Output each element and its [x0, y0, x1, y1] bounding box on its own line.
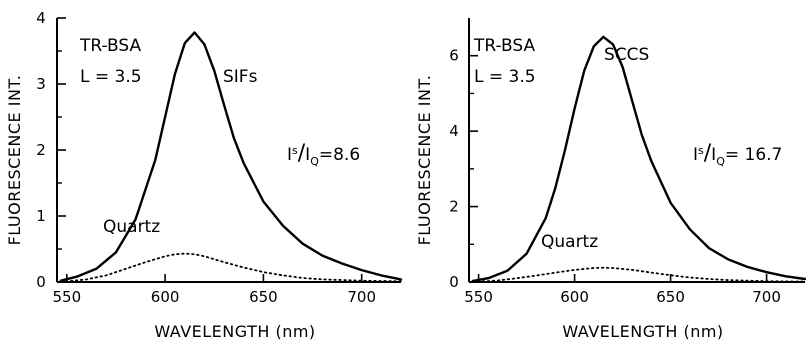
x-tick-label: 600 — [560, 288, 589, 306]
x-tick-label: 650 — [656, 288, 685, 306]
y-tick-label: 4 — [449, 122, 459, 140]
y-axis-title: FLUORESCENCE INT. — [415, 75, 434, 246]
annotation-reference: Quartz — [541, 232, 598, 252]
y-tick-label: 0 — [449, 273, 459, 291]
annotation-surface: SCCS — [604, 45, 649, 65]
y-axis-title: FLUORESCENCE INT. — [5, 75, 24, 246]
y-tick-label: 0 — [36, 273, 46, 291]
x-tick-label: 550 — [53, 288, 82, 306]
y-tick-label: 2 — [36, 141, 46, 159]
y-tick-label: 1 — [36, 207, 46, 225]
y-tick-label: 3 — [36, 75, 46, 93]
x-axis-title: WAVELENGTH (nm) — [562, 322, 723, 341]
annotation-reference: Quartz — [103, 217, 160, 237]
x-tick-label: 600 — [151, 288, 180, 306]
annotation-loading: L = 3.5 — [474, 67, 536, 87]
annotation-surface: SIFs — [223, 67, 258, 87]
panel-right: 550 600 650 700 0 2 4 6 WAVELENGTH (nm) FLUORESCE… — [415, 18, 806, 341]
x-tick-label: 550 — [464, 288, 493, 306]
annotation-sample: TR-BSA — [473, 36, 536, 56]
series-line-sample — [59, 31, 403, 282]
y-tick-label: 6 — [449, 47, 459, 65]
series-line-quartz — [60, 252, 402, 283]
series-line-quartz — [471, 266, 806, 283]
x-tick-label: 700 — [752, 288, 781, 306]
annotation-loading: L = 3.5 — [80, 67, 142, 87]
panel-left: 550 600 650 700 0 1 2 3 4 WAVELENGTH (nm) FLUORESC… — [5, 9, 403, 341]
x-tick-label: 650 — [249, 288, 278, 306]
annotation-sample: TR-BSA — [79, 36, 142, 56]
series-line-sample — [471, 35, 806, 283]
y-tick-label: 4 — [36, 9, 46, 27]
y-tick-label: 2 — [449, 198, 459, 216]
x-tick-label: 700 — [347, 288, 376, 306]
x-axis-title: WAVELENGTH (nm) — [154, 322, 315, 341]
annotation-ratio: Is/IQ=8.6 — [287, 141, 360, 168]
annotation-ratio: Is/IQ= 16.7 — [693, 141, 782, 168]
